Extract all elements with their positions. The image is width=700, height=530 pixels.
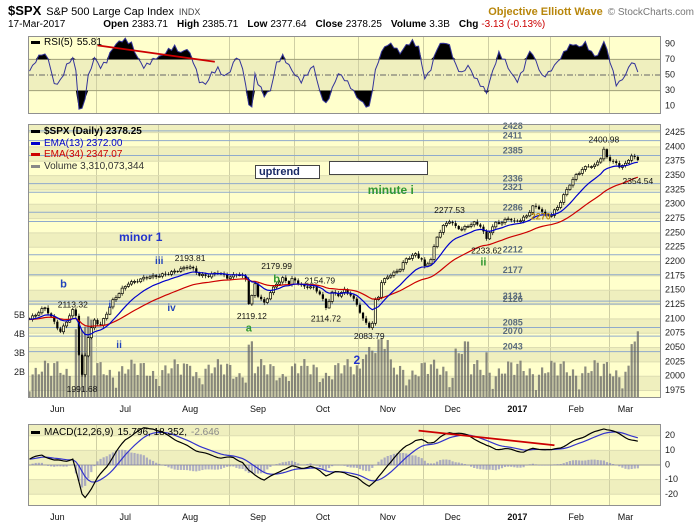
macd-values: 15.796, 18.352,	[117, 427, 187, 438]
symbol: $SPX	[8, 3, 42, 18]
index-name: S&P 500 Large Cap Index	[46, 6, 174, 18]
rsi-line-swatch-icon	[31, 41, 40, 44]
main-legend: $SPX (Daily) 2378.25 EMA(13) 2372.00 EMA(3…	[31, 126, 144, 172]
quote-values: Open 2383.71 High 2385.71 Low 2377.64 Close 237…	[103, 19, 554, 30]
exchange: INDX	[178, 7, 201, 17]
copyright: © StockCharts.com	[607, 7, 694, 18]
legend-row-ema13: EMA(13) 2372.00	[31, 138, 144, 150]
quote-high: High 2385.71	[176, 19, 239, 30]
ema13-swatch-icon	[31, 141, 40, 145]
header-quote-row: 17-Mar-2017 Open 2383.71 High 2385.71 Low 237…	[8, 19, 694, 30]
macd-line-swatch-icon	[31, 431, 40, 434]
macd-hist-value: -2.646	[190, 427, 220, 438]
ema13-label: EMA(13) 2372.00	[44, 137, 123, 149]
ema34-label: EMA(34) 2347.07	[44, 149, 123, 161]
chart-date: 17-Mar-2017	[8, 19, 66, 30]
volume-label: Volume 3,310,073,344	[44, 160, 145, 172]
volume-swatch-icon	[31, 164, 40, 168]
rsi-label: RSI(5)	[44, 37, 73, 48]
legend-row-spx-daily: $SPX (Daily) 2378.25	[31, 126, 144, 138]
rsi-value: 55.81	[76, 37, 102, 48]
macd-legend: MACD(12,26,9) 15.796, 18.352, -2.646	[31, 427, 219, 438]
legend-row-volume: Volume 3,310,073,344	[31, 161, 144, 173]
ema34-swatch-icon	[31, 153, 40, 157]
macd-label: MACD(12,26,9)	[44, 427, 114, 438]
quote-close: Close 2378.25	[315, 19, 382, 30]
rsi-legend: RSI(5) 55.81	[31, 37, 102, 48]
header-title-row: $SPX S&P 500 Large Cap Index INDX Object…	[8, 3, 694, 18]
spx-daily-label: $SPX (Daily) 2378.25	[44, 126, 142, 138]
spx-daily-swatch-icon	[31, 130, 40, 134]
quote-open: Open 2383.71	[103, 19, 168, 30]
legend-row-ema34: EMA(34) 2347.07	[31, 149, 144, 161]
quote-chg: Chg -3.13 (-0.13%)	[458, 19, 546, 30]
quote-low: Low 2377.64	[247, 19, 307, 30]
brand-label: Objective Elliott Wave	[488, 6, 603, 18]
quote-volume: Volume 3.3B	[390, 19, 450, 30]
